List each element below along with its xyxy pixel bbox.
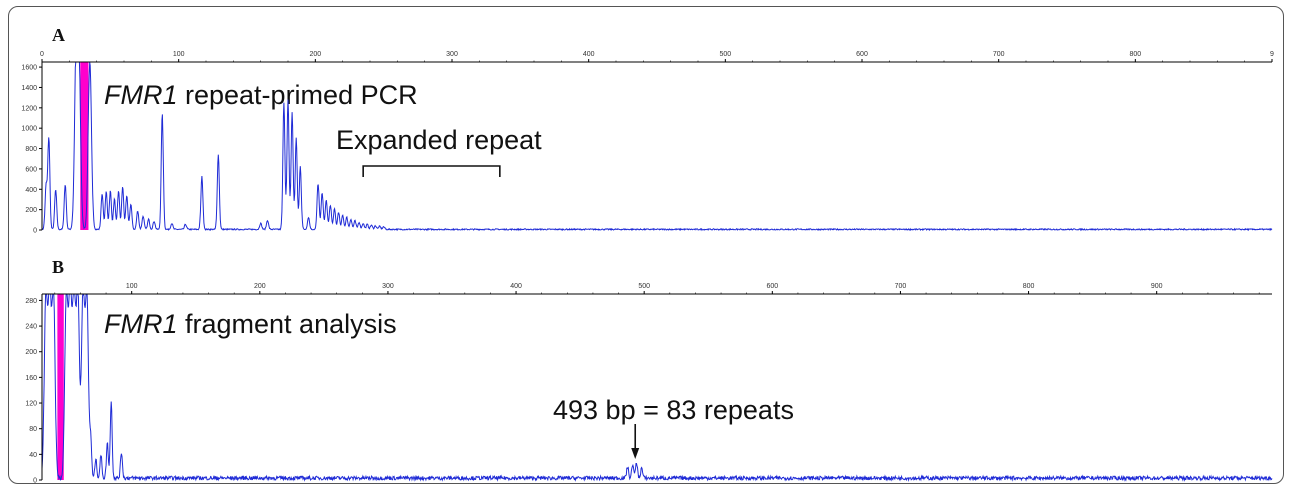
panel-b-letter: B [52,257,64,277]
panel-b-x-tick-label: 400 [510,283,522,290]
figure-border [8,6,1284,484]
panel-a-x-tick-label: 600 [856,51,868,58]
panel-a-letter: A [52,25,65,45]
panel-b-x-tick-label: 900 [1151,283,1163,290]
panel-b-title: FMR1 fragment analysis [104,309,397,339]
panel-a-x-tick-label: 500 [719,51,731,58]
panel-b-trace [41,293,1273,482]
panel-a-y-tick-label: 0 [33,228,37,235]
panel-a-y-tick-label: 1400 [21,85,37,92]
expanded-repeat-bracket [362,165,501,177]
panel-b-y-tick-label: 280 [25,298,37,305]
panel-a-y-tick-label: 1600 [21,65,37,72]
panel-a-x-tick-label: 700 [993,51,1005,58]
panel-a-x-tick-label: 200 [309,51,321,58]
panel-b-x-tick-label: 600 [766,283,778,290]
panel-a-y-tick-label: 200 [25,207,37,214]
panel-b-y-tick-label: 160 [25,375,37,382]
panel-a-y-tick-label: 600 [25,166,37,173]
panel-b-x-tick-label: 100 [126,283,138,290]
panel-a-y-tick-label: 800 [25,146,37,153]
panel-a-x-tick-label: 800 [1129,51,1141,58]
panel-b-title-rest: fragment analysis [178,309,397,339]
panel-b-x-tick-label: 300 [382,283,394,290]
panel-b-y-tick-label: 40 [29,452,37,459]
panel-a-y-tick-label: 400 [25,187,37,194]
panel-a-x-tick-label: 9 [1270,51,1274,58]
panel-a-trace [41,61,1273,232]
panel-a-x-tick-label: 400 [583,51,595,58]
panel-a-y-tick-label: 1000 [21,126,37,133]
panel-b-plot: 100 200 300 400 500 600 700 800 900 0 40 80 120 160 20… [25,283,1273,485]
panel-a-annotation: Expanded repeat [336,125,542,155]
panel-b-y-tick-label: 240 [25,324,37,331]
panel-b-size-marker [57,294,64,480]
panel-a-title-italic: FMR1 [104,80,178,110]
panel-b-title-italic: FMR1 [104,309,178,339]
panel-a-x-tick-label: 0 [40,51,44,58]
panel-b-x-tick-label: 200 [254,283,266,290]
panel-b-x-tick-label: 800 [1023,283,1035,290]
panel-a-x-tick-label: 300 [446,51,458,58]
panel-a-title-rest: repeat-primed PCR [178,80,418,110]
panel-b-x-tick-label: 700 [895,283,907,290]
panel-a-size-marker [80,62,89,230]
panel-a-y-tick-label: 1200 [21,105,37,112]
panel-a-x-tick-label: 100 [173,51,185,58]
panel-b-annotation: 493 bp = 83 repeats [553,395,794,425]
repeat-peak-arrow-head [631,448,640,459]
panel-a-title: FMR1 repeat-primed PCR [104,80,418,110]
panel-b-y-tick-label: 120 [25,401,37,408]
panel-b-y-tick-label: 200 [25,349,37,356]
panel-b-y-tick-label: 0 [33,478,37,485]
panel-b-x-tick-label: 500 [638,283,650,290]
panel-a-plot: 0 100 200 300 400 500 600 700 800 9 0 200 400 600 800 1… [21,51,1274,235]
panel-b-y-tick-label: 80 [29,426,37,433]
